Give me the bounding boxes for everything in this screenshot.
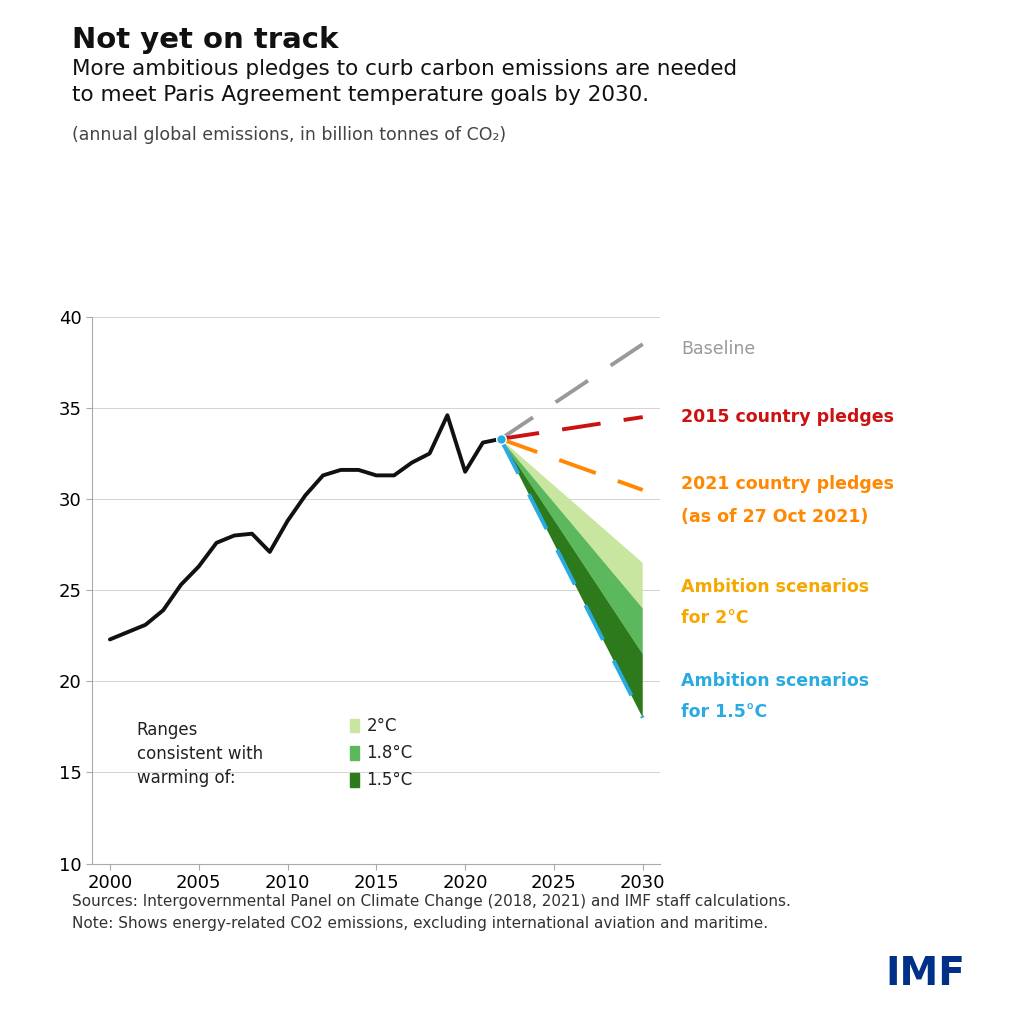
Text: Baseline: Baseline [681,340,756,359]
Bar [349,746,359,759]
Text: Ambition scenarios: Ambition scenarios [681,672,869,690]
Text: for 2°C: for 2°C [681,608,749,626]
Bar [349,774,359,787]
Text: Sources: Intergovernmental Panel on Climate Change (2018, 2021) and IMF staff ca: Sources: Intergovernmental Panel on Clim… [72,894,791,931]
Text: 2015 country pledges: 2015 country pledges [681,408,894,426]
Polygon shape [501,438,643,717]
Text: IMF: IMF [886,956,966,993]
Bar [349,718,359,733]
Text: Not yet on track: Not yet on track [72,26,338,53]
Polygon shape [501,438,643,654]
Text: (as of 27 Oct 2021): (as of 27 Oct 2021) [681,508,868,526]
Text: More ambitious pledges to curb carbon emissions are needed
to meet Paris Agreeme: More ambitious pledges to curb carbon em… [72,59,737,105]
Text: 1.5°C: 1.5°C [367,772,413,789]
Text: 1.8°C: 1.8°C [367,744,413,761]
Text: 2021 country pledges: 2021 country pledges [681,475,894,494]
Text: 2°C: 2°C [367,716,397,735]
Text: for 1.5°C: for 1.5°C [681,703,767,722]
Text: Ranges
consistent with
warming of:: Ranges consistent with warming of: [136,722,263,787]
Text: (annual global emissions, in billion tonnes of CO₂): (annual global emissions, in billion ton… [72,126,506,144]
Text: Ambition scenarios: Ambition scenarios [681,577,869,596]
Polygon shape [501,438,643,608]
